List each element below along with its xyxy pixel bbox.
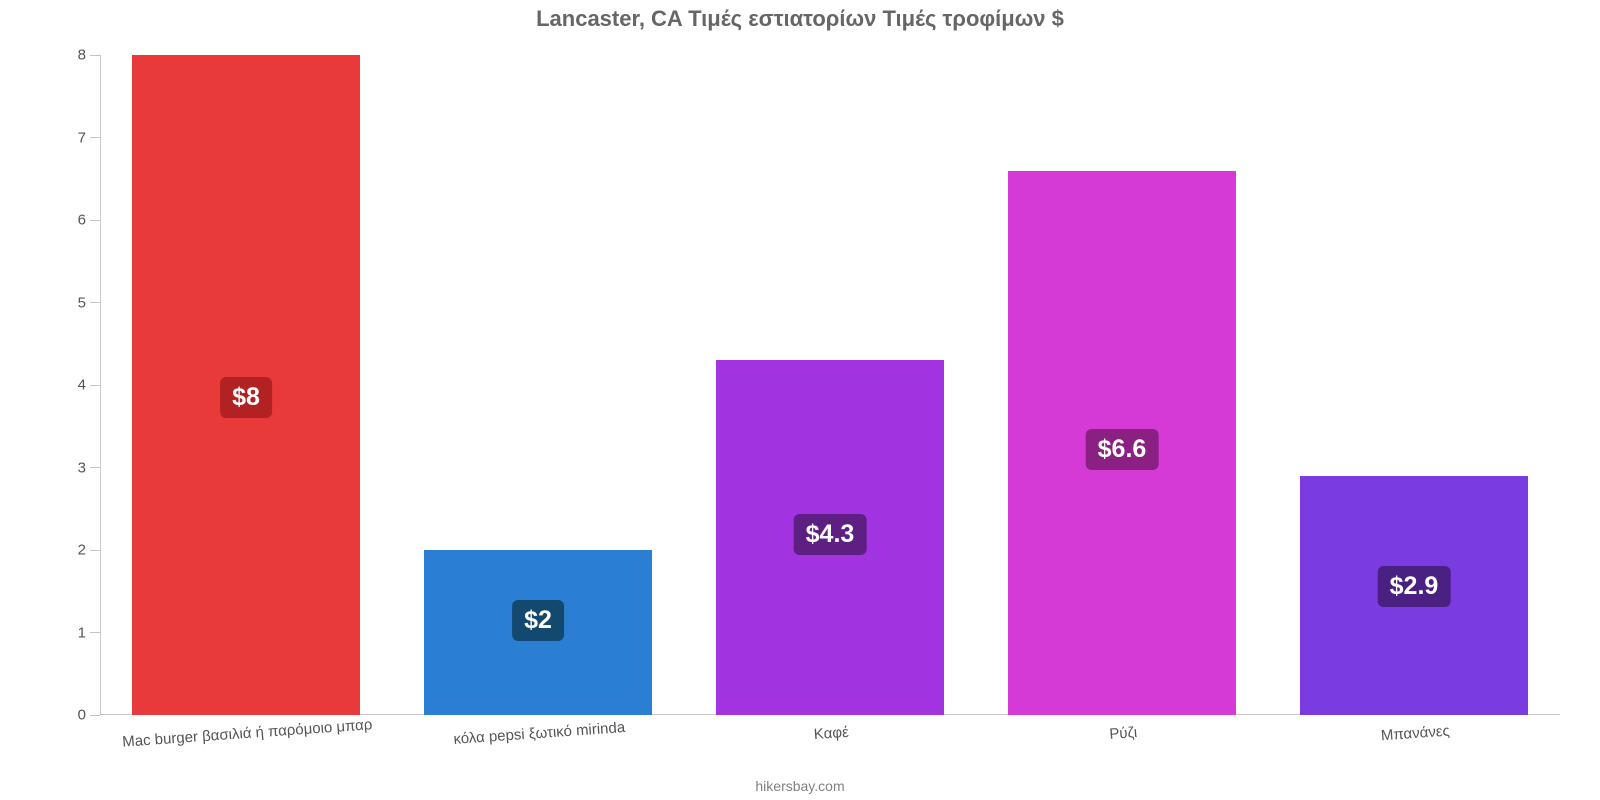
- value-label: $8: [220, 377, 272, 418]
- y-tick-label: 4: [78, 377, 100, 394]
- y-tick-label: 7: [78, 129, 100, 146]
- bar-slot: $2.9Μπανάνες: [1300, 55, 1528, 715]
- category-label: Μπανάνες: [1380, 713, 1451, 745]
- attribution-text: hikersbay.com: [0, 778, 1600, 794]
- y-tick-label: 8: [78, 47, 100, 64]
- bar-slot: $2κόλα pepsi ξωτικό mirinda: [424, 55, 652, 715]
- chart-container: Lancaster, CA Τιμές εστιατορίων Τιμές τρ…: [0, 0, 1600, 800]
- plot-area: 012345678 $8Mac burger βασιλιά ή παρόμοι…: [100, 55, 1560, 715]
- y-tick-label: 2: [78, 542, 100, 559]
- value-label: $4.3: [794, 514, 867, 555]
- value-label: $2: [512, 600, 564, 641]
- bars-group: $8Mac burger βασιλιά ή παρόμοιο μπαρ $2κό…: [100, 55, 1560, 715]
- y-tick-label: 3: [78, 459, 100, 476]
- value-label: $2.9: [1378, 566, 1451, 607]
- bar-slot: $4.3Καφέ: [716, 55, 944, 715]
- bar-slot: $8Mac burger βασιλιά ή παρόμοιο μπαρ: [132, 55, 360, 715]
- y-tick-label: 6: [78, 212, 100, 229]
- value-label: $6.6: [1086, 429, 1159, 470]
- y-tick-label: 5: [78, 294, 100, 311]
- category-label: Καφέ: [813, 714, 850, 743]
- chart-title: Lancaster, CA Τιμές εστιατορίων Τιμές τρ…: [0, 0, 1600, 32]
- bar-slot: $6.6Ρύζι: [1008, 55, 1236, 715]
- category-label: Ρύζι: [1108, 714, 1138, 743]
- y-tick-label: 0: [78, 707, 100, 724]
- y-tick-label: 1: [78, 624, 100, 641]
